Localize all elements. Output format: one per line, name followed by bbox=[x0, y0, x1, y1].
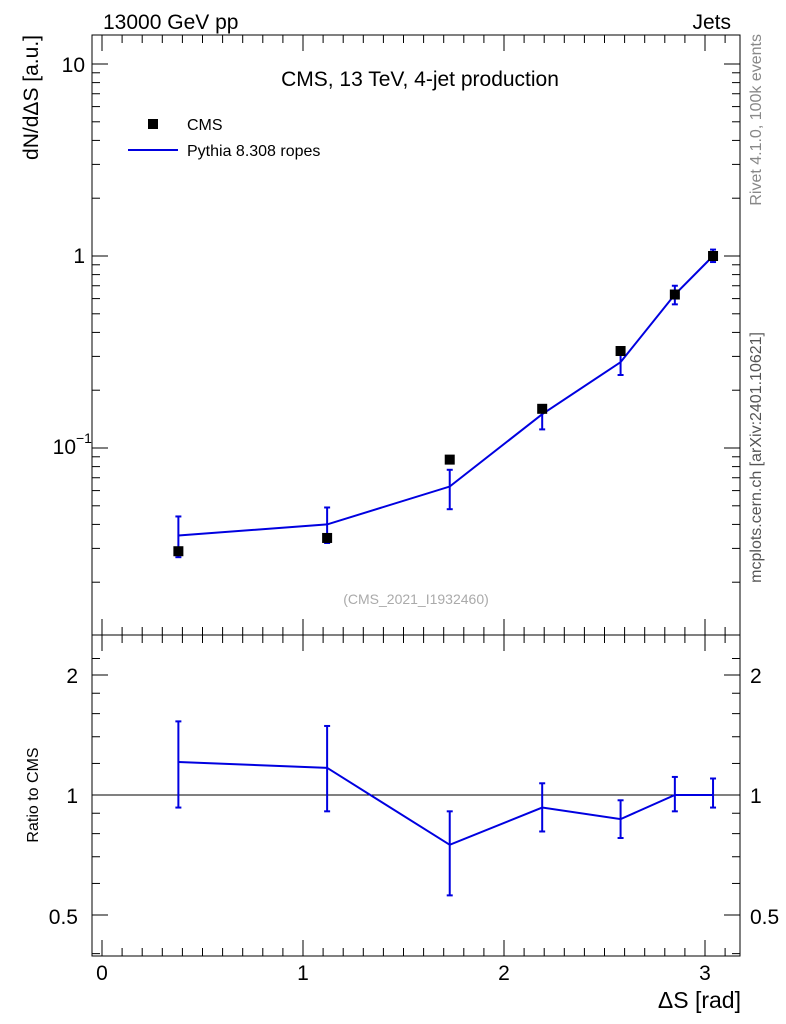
mc-curve bbox=[178, 255, 714, 537]
energy-label: 13000 GeV pp bbox=[103, 11, 238, 34]
y-axis-title: dN/dΔS [a.u.] bbox=[20, 35, 43, 160]
ratio-curve bbox=[178, 760, 714, 846]
analysis-id: (CMS_2021_I1932460) bbox=[343, 591, 489, 607]
x-tick-label-0: 0 bbox=[96, 962, 108, 985]
cms-data-point bbox=[669, 289, 680, 300]
cms-data-point bbox=[615, 346, 626, 357]
ratio-tick-label-1-right: 1 bbox=[750, 785, 762, 808]
y-tick-label-0.1: 10 bbox=[53, 436, 76, 459]
data-points bbox=[173, 251, 719, 557]
legend-mc-label: Pythia 8.308 ropes bbox=[187, 143, 320, 160]
cms-data-point bbox=[322, 532, 333, 543]
mcplots-label: mcplots.cern.ch [arXiv:2401.10621] bbox=[748, 332, 765, 583]
mc-error-bars bbox=[175, 248, 717, 559]
cms-data-point bbox=[444, 454, 455, 465]
y-tick-label-10: 10 bbox=[62, 54, 85, 77]
rivet-label: Rivet 4.1.0, 100k events bbox=[748, 34, 765, 206]
ratio-tick-label-0.5: 0.5 bbox=[49, 906, 78, 929]
legend-cms-label: CMS bbox=[187, 117, 223, 134]
ratio-tick-label-2-right: 2 bbox=[750, 665, 762, 688]
chart-title: CMS, 13 TeV, 4-jet production bbox=[281, 68, 559, 91]
x-axis-ticks bbox=[101, 35, 726, 956]
process-label: Jets bbox=[692, 11, 731, 34]
x-tick-label-1: 1 bbox=[297, 962, 309, 985]
cms-data-point bbox=[708, 251, 719, 261]
cms-data-point bbox=[537, 403, 548, 414]
cms-data-point bbox=[173, 546, 184, 557]
ratio-axis-ticks bbox=[92, 657, 740, 955]
x-tick-label-3: 3 bbox=[699, 962, 711, 985]
legend-cms-marker bbox=[148, 119, 158, 129]
ratio-tick-label-0.5-right: 0.5 bbox=[750, 906, 779, 929]
main-axis-ticks bbox=[92, 63, 740, 583]
x-tick-label-2: 2 bbox=[498, 962, 510, 985]
y-tick-label-0.1-exponent: −1 bbox=[76, 430, 92, 446]
ratio-error-bars bbox=[175, 720, 717, 897]
ratio-y-axis-title: Ratio to CMS bbox=[25, 747, 42, 842]
x-axis-title: ΔS [rad] bbox=[658, 987, 741, 1013]
y-tick-label-1: 1 bbox=[73, 245, 85, 268]
ratio-tick-label-1: 1 bbox=[66, 785, 78, 808]
ratio-tick-label-2: 2 bbox=[66, 665, 78, 688]
